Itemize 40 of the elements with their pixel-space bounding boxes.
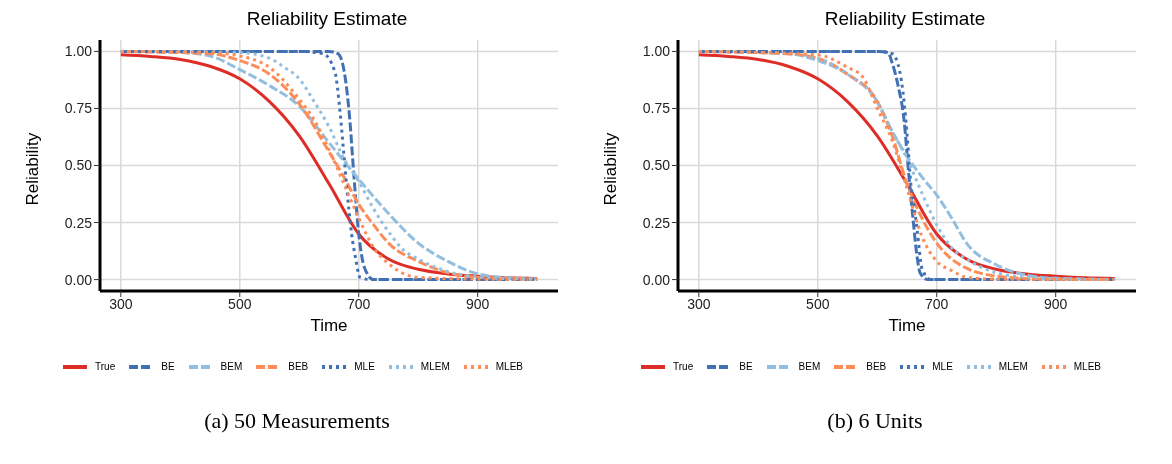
y-tick-label: 0.00 [642, 271, 671, 288]
x-tick-label: 700 [925, 295, 949, 312]
x-tick-label: 500 [228, 295, 252, 312]
y-tick-label: 0.50 [64, 157, 93, 174]
legend-label: MLEB [495, 361, 523, 372]
y-tick-label: 1.00 [642, 43, 671, 60]
legend-label: MLEM [420, 361, 450, 372]
x-tick-label: 900 [466, 295, 490, 312]
legend-label: BEB [866, 361, 887, 372]
legend-label: MLE [354, 361, 375, 372]
y-tick-label: 0.75 [642, 100, 671, 117]
x-tick-label: 300 [109, 295, 133, 312]
y-tick-label: 0.25 [642, 214, 671, 231]
legend-label: BEM [220, 361, 243, 372]
x-tick-label: 700 [347, 295, 371, 312]
legend-label: BEB [288, 361, 309, 372]
y-axis-title: Reliability [601, 132, 621, 206]
y-tick-label: 0.25 [64, 214, 93, 231]
y-tick-label: 1.00 [64, 43, 93, 60]
y-tick-label: 0.00 [64, 271, 93, 288]
x-axis-title: Time [888, 316, 926, 335]
text: (a) 50 Measurements [203, 408, 391, 434]
legend-label: MLEB [1073, 361, 1101, 372]
y-axis-title: Reliability [23, 132, 43, 206]
legend-label: BE [739, 361, 753, 372]
legend-label: True [95, 361, 116, 372]
y-tick-label: 0.75 [64, 100, 93, 117]
y-tick-label: 0.50 [642, 157, 671, 174]
x-tick-label: 900 [1044, 295, 1068, 312]
legend-label: MLE [932, 361, 953, 372]
x-tick-label: 500 [806, 295, 830, 312]
x-axis-title: Time [310, 316, 348, 335]
legend-label: True [673, 361, 694, 372]
legend-label: MLEM [998, 361, 1028, 372]
x-tick-label: 300 [687, 295, 711, 312]
legend-label: BE [161, 361, 175, 372]
chart-title: Reliability Estimate [823, 8, 987, 31]
chart-title: Reliability Estimate [245, 8, 409, 31]
legend-label: BEM [798, 361, 821, 372]
text: (b) 6 Units [826, 408, 924, 434]
